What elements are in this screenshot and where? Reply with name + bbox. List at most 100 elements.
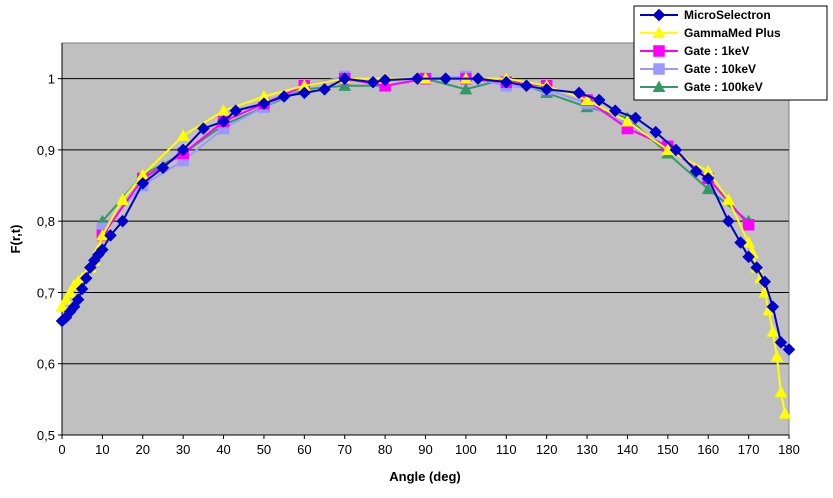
data-point [366, 75, 380, 89]
legend-swatch-marker [652, 80, 666, 93]
x-tick-label: 130 [576, 442, 598, 457]
data-point [782, 343, 796, 356]
y-tick-label: 0,5 [37, 428, 55, 443]
data-point [770, 350, 784, 362]
legend-entry: MicroSelectron [640, 8, 771, 22]
data-point [217, 115, 230, 128]
x-tick-label: 30 [176, 442, 190, 457]
x-tick-label: 120 [536, 442, 558, 457]
data-point [629, 111, 642, 125]
data-point [750, 261, 764, 274]
x-tick-label: 70 [337, 442, 351, 457]
x-tick-label: 140 [617, 442, 639, 457]
data-point [338, 72, 352, 85]
x-tick-label: 80 [378, 442, 392, 457]
data-point [778, 407, 792, 419]
data-point [59, 293, 73, 305]
legend-label: Gate : 100keV [684, 80, 763, 94]
data-point [459, 82, 473, 95]
legend-label: GammaMed Plus [684, 26, 781, 40]
data-point [55, 300, 69, 312]
data-point [580, 93, 594, 106]
y-tick-label: 0,6 [37, 357, 55, 372]
legend-swatch-marker [653, 45, 665, 57]
x-tick-label: 180 [778, 442, 800, 457]
series-layer [55, 70, 796, 419]
y-axis-title: F(r,t) [8, 225, 23, 254]
data-point [621, 114, 634, 127]
data-point [378, 73, 392, 87]
x-tick-label: 40 [216, 442, 230, 457]
data-point [766, 325, 780, 337]
data-point [592, 93, 606, 107]
data-point [742, 218, 755, 231]
x-tick-label: 110 [496, 442, 517, 457]
data-point [63, 285, 77, 298]
data-point [116, 214, 129, 228]
data-point [136, 177, 150, 190]
data-point [71, 293, 85, 306]
x-tick-label: 160 [697, 442, 719, 457]
x-tick-label: 10 [95, 442, 109, 457]
legend-entry: GammaMed Plus [640, 26, 781, 40]
data-point [758, 275, 772, 289]
data-point [439, 72, 453, 85]
data-point [75, 282, 89, 296]
data-point [411, 72, 424, 85]
data-point [277, 90, 291, 103]
data-point [572, 86, 586, 100]
data-point [338, 79, 352, 91]
data-point [197, 122, 210, 135]
data-point [499, 75, 513, 89]
y-tick-label: 0,7 [37, 285, 55, 300]
x-tick-label: 50 [257, 442, 271, 457]
legend-swatch-marker [652, 26, 666, 39]
legend-swatch-marker [652, 8, 666, 22]
data-point [520, 79, 533, 93]
data-point [471, 72, 485, 85]
data-point [689, 164, 703, 178]
x-tick-label: 100 [455, 442, 477, 457]
axis-ticks: 0,50,60,70,80,910 10 20 30 40 50 60 70 80 90 100 11… [37, 72, 800, 457]
data-point [701, 172, 715, 185]
data-point [742, 250, 755, 264]
data-point [701, 182, 715, 195]
legend-entry: Gate : 10keV [640, 62, 756, 76]
data-point [176, 129, 190, 141]
y-tick-label: 0,8 [37, 214, 55, 229]
data-point [116, 193, 130, 205]
data-point [722, 214, 735, 228]
data-point [229, 104, 243, 118]
x-tick-label: 60 [297, 442, 311, 457]
legend-box [633, 5, 828, 101]
legend-entry: Gate : 1keV [640, 44, 749, 58]
data-point [774, 385, 788, 398]
data-point [96, 243, 109, 257]
legend: MicroSelectron GammaMed Plus Gate : 1keV Ga… [633, 5, 828, 101]
y-tick-label: 1 [48, 72, 55, 87]
data-point [156, 161, 170, 175]
data-point [104, 229, 117, 242]
data-point [721, 193, 735, 205]
legend-label: Gate : 1keV [684, 44, 749, 58]
data-point [540, 82, 554, 96]
data-point [257, 97, 271, 110]
plot-area [61, 42, 790, 436]
data-point [79, 271, 93, 285]
x-tick-label: 150 [657, 442, 679, 457]
x-tick-label: 90 [418, 442, 432, 457]
legend-swatch-marker [653, 63, 665, 75]
legend-label: MicroSelectron [684, 8, 771, 22]
data-point [766, 300, 780, 314]
data-point [176, 143, 190, 157]
data-point [608, 104, 622, 118]
data-point [318, 82, 331, 96]
legend-label: Gate : 10keV [684, 62, 756, 76]
x-tick-label: 0 [58, 442, 65, 457]
data-point [669, 143, 683, 157]
data-point [649, 125, 663, 139]
x-axis-title: Angle (deg) [389, 469, 461, 484]
x-tick-label: 20 [136, 442, 150, 457]
